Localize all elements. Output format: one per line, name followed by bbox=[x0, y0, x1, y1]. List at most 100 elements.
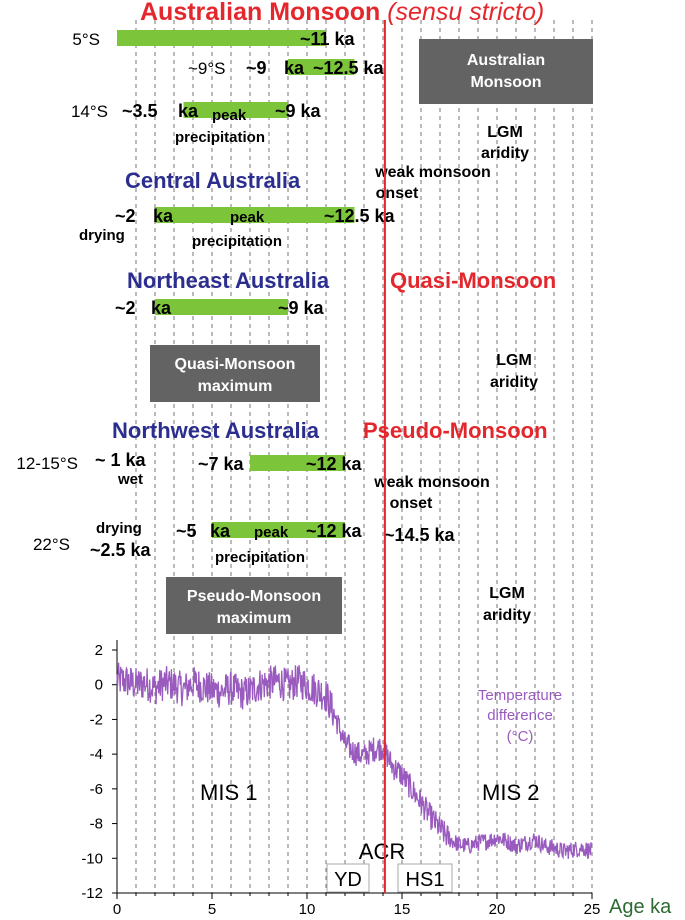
bar-northeast-start: ~2 bbox=[115, 298, 136, 318]
bar-12-15s-end: ~12 ka bbox=[306, 454, 363, 474]
x-axis-title: Age ka bbox=[609, 896, 672, 918]
australian-monsoon-box-l1: Australian bbox=[467, 52, 545, 69]
temp-legend-l3: (°C) bbox=[507, 728, 534, 745]
temp-legend-l1: Temperature bbox=[478, 687, 562, 704]
region-central: Central Australia bbox=[125, 168, 301, 193]
bar-22s-ka: ka bbox=[210, 521, 231, 541]
nw1-wet: wet bbox=[117, 471, 143, 488]
y-tick-label: 0 bbox=[95, 677, 103, 694]
bar-12-15s-start: ~7 ka bbox=[198, 454, 245, 474]
x-tick-label: 15 bbox=[394, 901, 411, 918]
acr-label: ACR bbox=[359, 839, 405, 864]
bar-22s-precip: precipitation bbox=[215, 549, 305, 566]
region-northeast: Northeast Australia bbox=[127, 268, 330, 293]
bar-14s bbox=[183, 102, 288, 118]
yd-label: YD bbox=[334, 869, 362, 891]
bar-central-peak: peak bbox=[230, 209, 265, 226]
temp-legend-l2: difference bbox=[487, 707, 553, 724]
quasi-monsoon-max-box bbox=[150, 345, 320, 402]
bar-14s-peak: peak bbox=[212, 107, 247, 124]
onset-2-l2: onset bbox=[390, 495, 433, 512]
y-tick-label: 2 bbox=[95, 642, 103, 659]
y-tick-label: -6 bbox=[90, 781, 103, 798]
nw1-wet-age: ~ 1 ka bbox=[95, 450, 147, 470]
bar-central-ka: ka bbox=[153, 206, 174, 226]
y-ticks: 2 0 -2 -4 -6 -8 -10 -12 bbox=[81, 642, 117, 902]
bar-9s-ka: ka bbox=[284, 58, 305, 78]
lgm-2-l2: aridity bbox=[490, 374, 538, 391]
y-tick-label: -2 bbox=[90, 711, 103, 728]
region-northwest: Northwest Australia bbox=[112, 418, 320, 443]
lat-9s: ~9°S bbox=[188, 59, 226, 78]
temperature-series-line bbox=[116, 662, 593, 860]
bar-central-drying: drying bbox=[79, 227, 125, 244]
panel-title: Australian Monsoon (sensu stricto) bbox=[140, 0, 544, 26]
bar-5s-end-label: ~11 ka bbox=[300, 29, 356, 49]
lgm-3-l1: LGM bbox=[489, 585, 525, 602]
onset-1-l2: onset bbox=[376, 185, 419, 202]
hs1-box bbox=[397, 863, 453, 893]
bar-central-end: ~12.5 ka bbox=[324, 206, 396, 226]
bar-central-precip: precipitation bbox=[192, 233, 282, 250]
bar-14s-start: ~3.5 bbox=[122, 101, 158, 121]
quasi-box-l1: Quasi-Monsoon bbox=[175, 356, 296, 373]
bar-14s-end: ~9 ka bbox=[275, 101, 322, 121]
bar-22s-peak: peak bbox=[254, 524, 289, 541]
quasi-box-l2: maximum bbox=[198, 378, 273, 395]
hs1-label: HS1 bbox=[406, 869, 445, 891]
x-tick-label: 10 bbox=[299, 901, 316, 918]
bar-northeast-end: ~9 ka bbox=[278, 298, 325, 318]
lat-12-15s: 12-15°S bbox=[16, 454, 78, 473]
nw2-onset-age: ~14.5 ka bbox=[384, 525, 456, 545]
bar-9s-end: ~12.5 ka bbox=[313, 58, 385, 78]
nw2-drying: drying bbox=[96, 520, 142, 537]
yd-box bbox=[326, 863, 370, 893]
bar-22s-end: ~12 ka bbox=[306, 521, 363, 541]
lat-22s: 22°S bbox=[33, 535, 70, 554]
y-tick-label: -12 bbox=[81, 885, 103, 902]
y-tick-label: -4 bbox=[90, 746, 103, 763]
title-italic: (sensu stricto) bbox=[387, 0, 544, 26]
x-tick-label: 25 bbox=[584, 901, 601, 918]
title-main: Australian Monsoon bbox=[140, 0, 387, 26]
bar-central-start: ~2 bbox=[115, 206, 136, 226]
chart-axes bbox=[116, 640, 592, 894]
lgm-1-l1: LGM bbox=[487, 124, 523, 141]
australian-monsoon-box bbox=[419, 39, 593, 104]
lgm-2-l1: LGM bbox=[496, 352, 532, 369]
bar-9s bbox=[288, 59, 355, 75]
mis2-label: MIS 2 bbox=[482, 780, 539, 805]
x-tick-label: 20 bbox=[489, 901, 506, 918]
bar-northeast-ka: ka bbox=[151, 298, 172, 318]
pseudo-box-l1: Pseudo-Monsoon bbox=[187, 588, 321, 605]
lgm-3-l2: aridity bbox=[483, 607, 531, 624]
y-tick-label: -10 bbox=[81, 850, 103, 867]
bar-22s-start: ~5 bbox=[176, 521, 197, 541]
bar-22s bbox=[212, 522, 345, 538]
nw2-drying-age: ~2.5 ka bbox=[90, 540, 152, 560]
x-ticks: 0 5 10 15 20 25 bbox=[113, 893, 601, 918]
bar-northeast bbox=[155, 299, 288, 315]
region-pseudo-monsoon: Pseudo-Monsoon bbox=[363, 418, 548, 443]
onset-1-l1: weak monsoon bbox=[374, 164, 491, 181]
pseudo-box-l2: maximum bbox=[217, 610, 292, 627]
lgm-1-l2: aridity bbox=[481, 145, 529, 162]
bar-12-15s bbox=[250, 455, 345, 471]
x-tick-label: 0 bbox=[113, 901, 121, 918]
bar-14s-precip: precipitation bbox=[175, 129, 265, 146]
bar-central bbox=[155, 207, 355, 223]
australian-monsoon-box-l2: Monsoon bbox=[470, 74, 541, 91]
pseudo-monsoon-max-box bbox=[166, 577, 342, 634]
age-gridlines bbox=[135, 20, 593, 893]
region-quasi-monsoon: Quasi-Monsoon bbox=[390, 268, 556, 293]
onset-2-l1: weak monsoon bbox=[373, 474, 490, 491]
y-tick-label: -8 bbox=[90, 816, 103, 833]
mis1-label: MIS 1 bbox=[200, 780, 257, 805]
x-tick-label: 5 bbox=[208, 901, 216, 918]
lat-14s: 14°S bbox=[71, 102, 108, 121]
bar-5s bbox=[117, 30, 326, 46]
lat-5s: 5°S bbox=[72, 30, 100, 49]
bar-14s-ka: ka bbox=[178, 101, 199, 121]
bar-9s-start: ~9 bbox=[246, 58, 267, 78]
